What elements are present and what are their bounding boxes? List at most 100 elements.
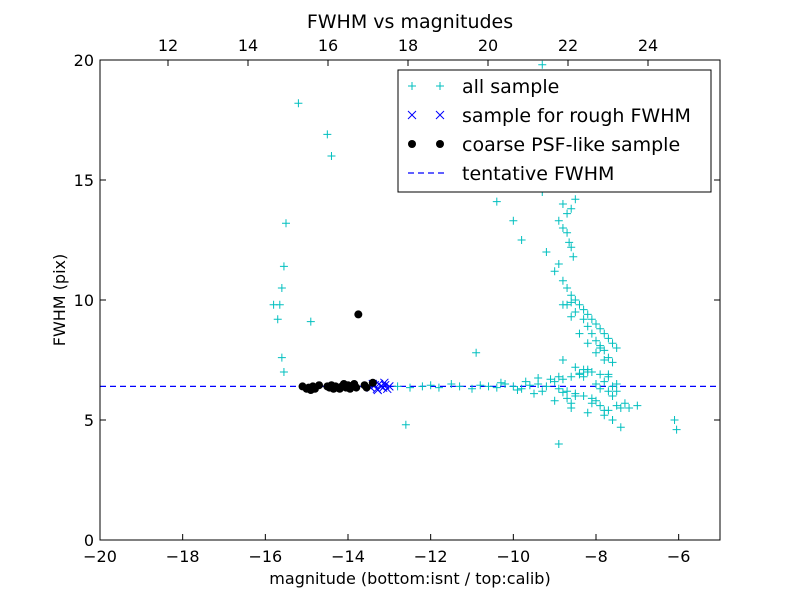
point-all-sample	[571, 296, 580, 304]
point-all-sample	[587, 329, 596, 338]
legend-label: tentative FWHM	[462, 163, 614, 185]
point-all-sample	[563, 387, 572, 396]
point-all-sample	[596, 401, 605, 410]
point-all-sample	[542, 382, 551, 391]
point-all-sample	[583, 310, 592, 319]
point-all-sample	[567, 204, 576, 213]
point-all-sample	[565, 238, 574, 247]
point-psf-like	[315, 381, 324, 390]
top-tick-label: 14	[238, 36, 258, 55]
point-all-sample	[612, 380, 621, 388]
point-all-sample	[558, 375, 567, 384]
legend-plus	[408, 82, 416, 90]
top-tick-label: 22	[558, 36, 578, 55]
point-all-sample	[401, 420, 410, 429]
legend-entry-tentative-fwhm: tentative FWHM	[408, 163, 614, 185]
point-all-sample	[563, 228, 572, 237]
point-all-sample	[517, 236, 526, 244]
legend-entry-sample-for-rough-fwhm: sample for rough FWHM	[407, 105, 691, 127]
legend-dot	[408, 140, 416, 148]
point-all-sample	[323, 130, 332, 139]
point-all-sample	[604, 334, 613, 343]
legend-x	[435, 110, 445, 120]
y-tick-label: 0	[84, 531, 94, 550]
point-all-sample	[418, 382, 427, 391]
point-all-sample	[600, 329, 609, 338]
point-all-sample	[579, 392, 588, 400]
y-tick-label: 5	[84, 411, 94, 430]
point-all-sample	[569, 252, 578, 261]
point-all-sample	[575, 329, 584, 338]
point-all-sample	[279, 262, 288, 271]
legend-marker-x	[407, 110, 445, 120]
legend: all sample sample for rough FWHM coarse …	[397, 69, 712, 193]
point-psf-like	[352, 383, 361, 392]
point-all-sample	[273, 315, 282, 324]
point-all-sample	[558, 388, 567, 397]
point-all-sample	[592, 320, 600, 328]
legend-plus	[436, 82, 444, 90]
point-all-sample	[587, 399, 596, 408]
point-all-sample	[616, 404, 625, 412]
point-all-sample	[567, 243, 576, 252]
point-all-sample	[538, 387, 547, 396]
legend-x	[407, 110, 417, 120]
point-all-sample	[633, 401, 642, 410]
point-all-sample	[608, 382, 617, 391]
point-all-sample	[542, 248, 551, 256]
point-all-sample	[277, 353, 286, 362]
point-all-sample	[554, 440, 563, 448]
point-all-sample	[279, 368, 288, 376]
top-tick-label: 20	[478, 36, 498, 55]
point-all-sample	[496, 378, 505, 387]
point-rough-fwhm	[373, 385, 383, 395]
point-all-sample	[563, 284, 572, 292]
legend-marker-dot	[408, 140, 444, 148]
point-all-sample	[575, 300, 584, 309]
point-all-sample	[608, 392, 617, 400]
plot-area	[100, 60, 720, 448]
point-all-sample	[571, 195, 580, 204]
legend-box	[397, 69, 712, 193]
top-tick-label: 24	[638, 36, 658, 55]
top-tick-label: 18	[398, 36, 418, 55]
point-all-sample	[608, 339, 617, 348]
point-all-sample	[327, 152, 336, 160]
point-all-sample	[608, 358, 617, 367]
point-all-sample	[538, 60, 547, 69]
point-all-sample	[558, 300, 567, 309]
point-all-sample	[554, 384, 563, 393]
y-axis-label: FWHM (pix)	[50, 254, 69, 347]
point-all-sample	[625, 404, 634, 412]
point-all-sample	[550, 396, 559, 405]
point-all-sample	[426, 381, 435, 390]
x-tick-label: −10	[496, 547, 530, 566]
point-all-sample	[579, 372, 588, 381]
point-all-sample	[596, 384, 605, 393]
point-all-sample	[521, 377, 530, 386]
point-all-sample	[472, 348, 481, 357]
point-all-sample	[550, 267, 559, 276]
point-all-sample	[269, 300, 278, 309]
point-all-sample	[579, 305, 588, 314]
point-all-sample	[620, 399, 629, 408]
point-all-sample	[563, 394, 572, 403]
point-all-sample	[406, 383, 414, 392]
point-all-sample	[434, 383, 443, 392]
point-all-sample	[592, 380, 600, 388]
y-tick-label: 15	[74, 171, 94, 190]
point-rough-fwhm	[384, 382, 394, 391]
point-all-sample	[600, 356, 609, 364]
point-all-sample	[600, 411, 609, 420]
point-all-sample	[277, 284, 286, 292]
point-all-sample	[596, 324, 605, 333]
legend-label: all sample	[462, 76, 559, 98]
point-all-sample	[558, 356, 567, 364]
legend-dot	[436, 140, 444, 148]
point-rough-fwhm	[380, 378, 389, 388]
x-tick-label: −16	[248, 547, 282, 566]
point-all-sample	[596, 341, 605, 350]
point-all-sample	[509, 382, 518, 391]
legend-entry-coarse-psf-like-sample: coarse PSF-like sample	[408, 134, 680, 156]
